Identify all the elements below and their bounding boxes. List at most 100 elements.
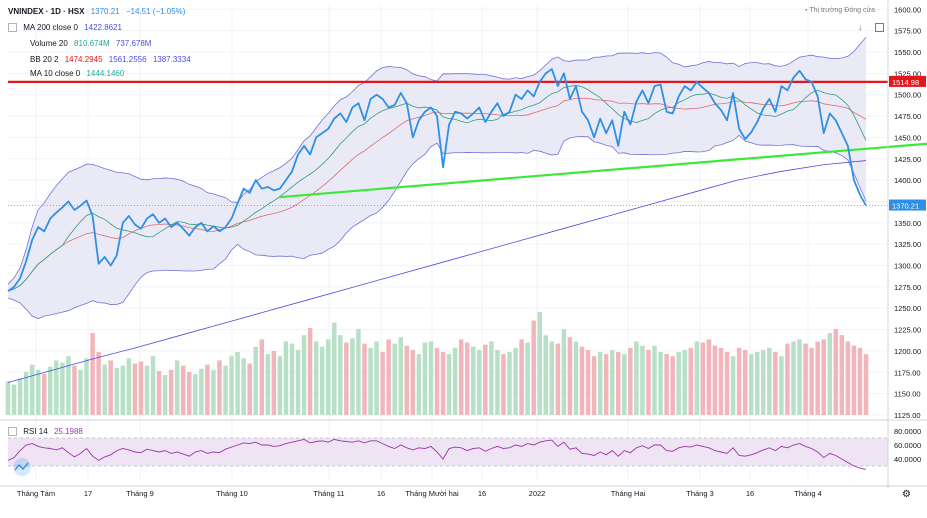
volume-bar [549,341,555,415]
volume-bar [60,362,65,415]
price-tick-label: 1550.00 [894,48,921,57]
price-tick-label: 1575.00 [894,27,921,36]
volume-bar [730,356,736,415]
volume-bar [452,347,458,415]
volume-bar [398,337,403,415]
market-status: ▪ Thị trường Đóng cửa [805,7,876,14]
volume-bar [144,365,150,415]
rsi-value: 25.1988 [53,427,83,436]
volume-bar [66,356,71,415]
volume-bar [591,356,597,415]
volume-bar [573,341,579,415]
symbol-name: VNINDEX · 1D · HSX [8,7,85,16]
volume-bar [283,341,289,415]
volume-bar [845,341,851,415]
volume-bar [525,342,530,415]
time-tick-label: 16 [478,489,486,498]
ma10-value: 1444.1460 [86,69,125,78]
volume-bar [791,341,796,415]
time-tick-label: Tháng 11 [313,489,344,498]
volume-bar [217,360,222,415]
price-tick-label: 1150.00 [894,390,921,399]
volume-bar [54,360,59,415]
legend-bb[interactable]: BB 20 2 1474.2945 1561.2556 1387.3334 [30,55,195,64]
volume-bar [150,356,156,415]
time-tick-label: Tháng Tám [17,489,55,498]
collapse-icon[interactable] [8,427,17,437]
volume-bar [380,352,385,415]
volume-bar [90,333,95,415]
bb-label: BB 20 2 [30,55,59,64]
scroll-down-icon[interactable]: ↓ [858,22,863,32]
volume-bar [483,344,488,415]
price-change: −14.51 (−1.05%) [125,7,186,16]
price-tick-label: 1525.00 [894,69,921,78]
volume-bar [561,328,567,415]
volume-bar [567,337,573,415]
volume-bar [11,384,17,415]
legend-symbol-row: VNINDEX · 1D · HSX 1370.21 −14.51 (−1.05… [8,7,189,16]
legend-ma200[interactable]: MA 200 close 0 1422.8621 [8,23,126,33]
volume-bar [646,349,651,415]
volume-bar [742,349,748,415]
legend-ma10[interactable]: MA 10 close 0 1444.1460 [30,69,128,78]
time-tick-label: 16 [377,489,385,498]
volume-bar [247,363,252,415]
ma200-label: MA 200 close 0 [23,23,78,32]
volume-bar [773,352,778,415]
volume-bar [114,367,120,415]
volume-bar [193,374,198,415]
volume-bar [700,342,706,415]
legend-rsi[interactable]: RSI 14 25.1988 [8,427,87,437]
volume-bar [495,349,500,415]
price-tick-label: 1425.00 [894,155,921,164]
bb-lower-value: 1387.3334 [152,55,191,64]
time-tick-label: 17 [84,489,92,498]
volume-bar [471,346,476,415]
volume-bar [332,322,337,415]
resistance-price-badge-bg [889,75,926,87]
volume-bar [839,335,845,415]
volume-bar [174,360,180,415]
volume-bar [464,342,470,415]
volume-bar [428,341,434,415]
volume-bar [736,347,742,415]
ma200-line [7,160,867,383]
volume-bar [537,312,542,415]
volume-bar [289,343,295,415]
volume-bar [694,341,700,415]
volume-bar [519,339,524,415]
legend-volume[interactable]: Volume 20 810.674M 737.678M [30,39,155,48]
price-tick-label: 1225.00 [894,326,921,335]
volume-bar [42,374,47,415]
collapse-icon[interactable] [8,23,17,33]
volume-bar [295,349,301,415]
volume-bar [265,354,271,415]
time-tick-label: Tháng 3 [686,489,714,498]
ma10-line [7,85,867,292]
volume-bar [803,343,808,415]
price-tick-label: 1250.00 [894,304,921,313]
volume-bar [797,339,802,415]
volume-bar [670,356,675,415]
volume-bar [344,342,349,415]
rsi-band [8,438,888,466]
volume-bar [301,335,307,415]
volume-bar [603,354,609,415]
volume-bar [658,352,663,415]
volume-bar [17,378,23,415]
volume-ma-value: 737.678M [115,39,152,48]
time-tick-label: Tháng 10 [216,489,248,498]
price-tick-label: 1350.00 [894,219,921,228]
price-tick-label: 1325.00 [894,240,921,249]
volume-bar [416,354,422,415]
volume-bar [259,339,265,415]
logo-icon-mark [14,462,29,471]
volume-bar [96,352,101,415]
volume-bar [29,364,35,415]
bb-lower-line [7,134,867,320]
volume-bar [507,352,512,415]
fullscreen-icon[interactable] [875,23,884,32]
price-tick-label: 1125.00 [894,411,921,420]
